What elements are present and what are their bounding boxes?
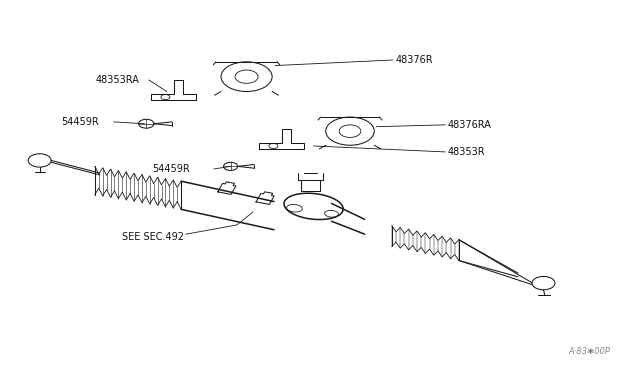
Text: 48376RA: 48376RA — [448, 120, 492, 130]
Text: 54459R: 54459R — [61, 117, 99, 127]
Text: 54459R: 54459R — [153, 164, 191, 174]
Text: SEE SEC.492: SEE SEC.492 — [122, 232, 184, 242]
Text: 48353R: 48353R — [448, 147, 485, 157]
Text: 48353RA: 48353RA — [95, 75, 139, 85]
Text: 48376R: 48376R — [396, 55, 433, 65]
Text: A·83✱00P: A·83✱00P — [569, 347, 611, 356]
